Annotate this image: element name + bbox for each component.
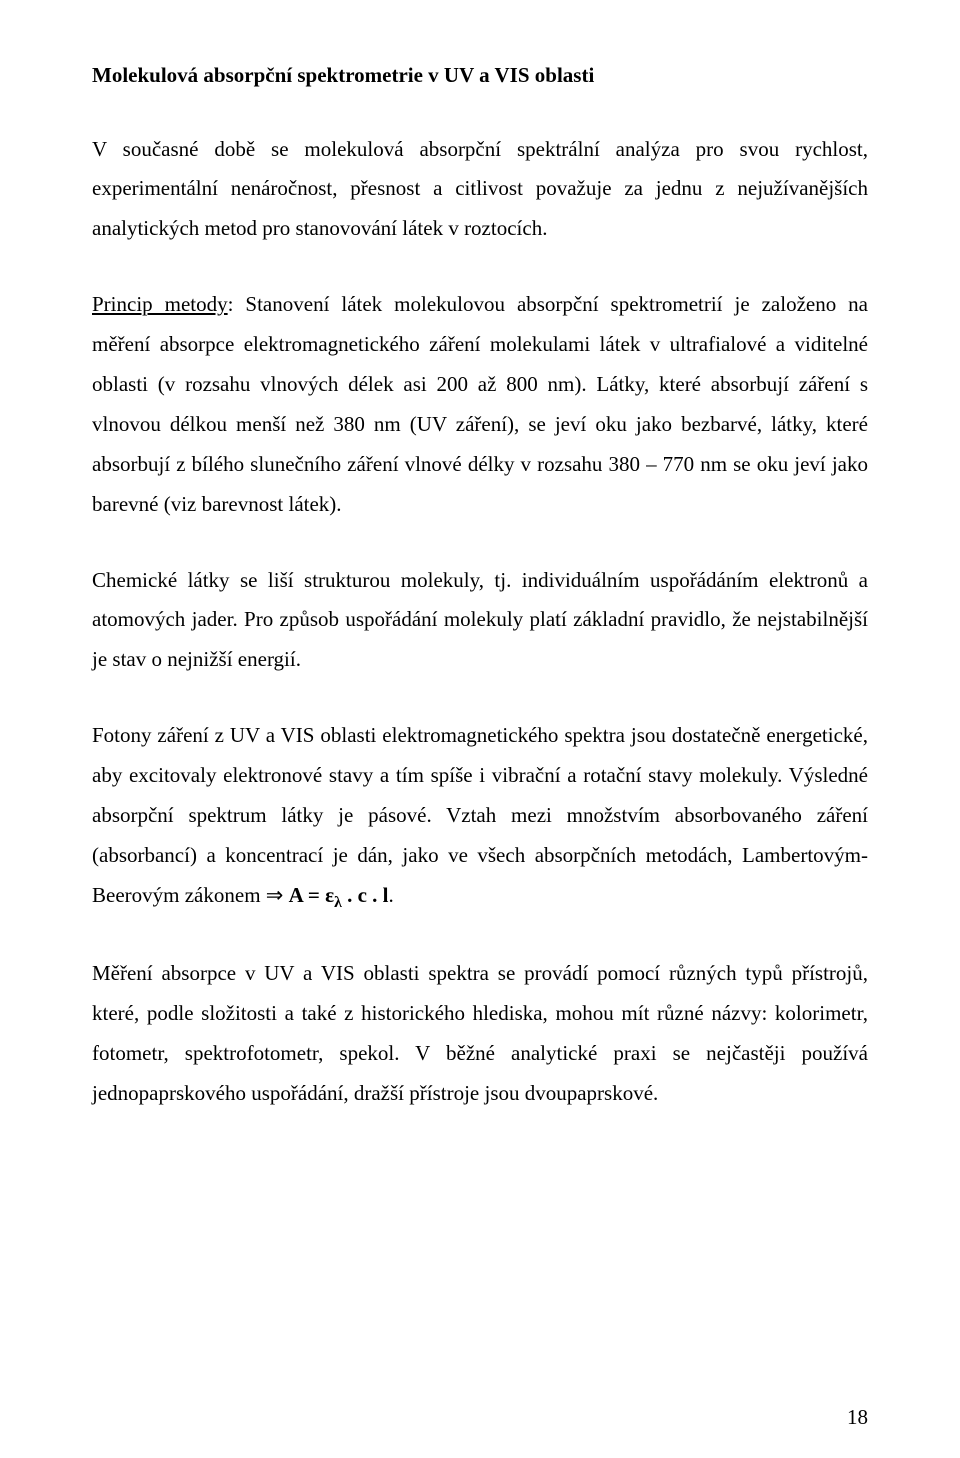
principle-body: : Stanovení látek molekulovou absorpční …	[92, 292, 868, 515]
principle-lead: Princip metody	[92, 292, 228, 316]
paragraph-photons: Fotony záření z UV a VIS oblasti elektro…	[92, 716, 868, 918]
photons-tail: .	[388, 883, 393, 907]
page-title: Molekulová absorpční spektrometrie v UV …	[92, 60, 868, 92]
paragraph-intro: V současné době se molekulová absorpční …	[92, 130, 868, 250]
page-number: 18	[847, 1405, 868, 1430]
paragraph-measurement: Měření absorpce v UV a VIS oblasti spekt…	[92, 954, 868, 1114]
formula-subscript: λ	[334, 894, 342, 911]
formula-rest: . c . l	[342, 883, 389, 907]
formula: A = ελ . c . l	[289, 883, 389, 907]
photons-body: Fotony záření z UV a VIS oblasti elektro…	[92, 723, 868, 907]
formula-a: A = ε	[289, 883, 334, 907]
paragraph-principle: Princip metody: Stanovení látek molekulo…	[92, 285, 868, 524]
document-page: Molekulová absorpční spektrometrie v UV …	[0, 0, 960, 1458]
paragraph-chemical: Chemické látky se liší strukturou moleku…	[92, 561, 868, 681]
